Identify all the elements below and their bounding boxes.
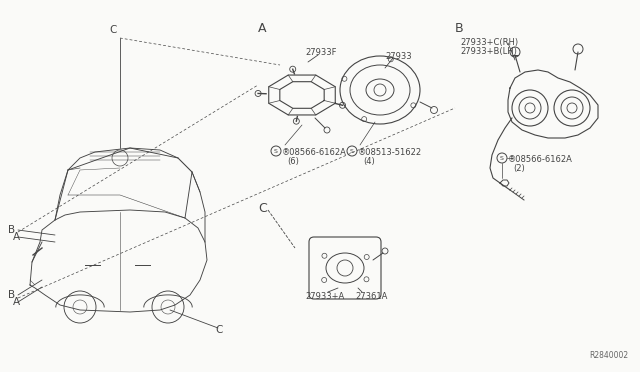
Text: ®08566-6162A: ®08566-6162A <box>282 148 347 157</box>
Text: 27933+A: 27933+A <box>305 292 344 301</box>
Text: A: A <box>13 297 20 307</box>
Text: 27933: 27933 <box>385 52 412 61</box>
Text: 27933+B(LH): 27933+B(LH) <box>460 47 517 56</box>
Text: C: C <box>109 25 117 35</box>
Text: C: C <box>215 325 222 335</box>
Text: (4): (4) <box>363 157 375 166</box>
Text: S: S <box>350 148 354 154</box>
Text: ®08566-6162A: ®08566-6162A <box>508 155 573 164</box>
Text: 27933F: 27933F <box>305 48 337 57</box>
Text: 27933+C(RH): 27933+C(RH) <box>460 38 518 47</box>
Text: S: S <box>274 148 278 154</box>
Text: R2840002: R2840002 <box>589 351 628 360</box>
Text: S: S <box>500 155 504 160</box>
Text: ®08513-51622: ®08513-51622 <box>358 148 422 157</box>
Text: 27361A: 27361A <box>355 292 387 301</box>
Text: A: A <box>13 232 20 242</box>
Text: C: C <box>258 202 267 215</box>
Text: B: B <box>8 225 15 235</box>
Text: (6): (6) <box>287 157 299 166</box>
Text: A: A <box>258 22 266 35</box>
Text: B: B <box>455 22 463 35</box>
Text: B: B <box>8 290 15 300</box>
Text: (2): (2) <box>513 164 525 173</box>
